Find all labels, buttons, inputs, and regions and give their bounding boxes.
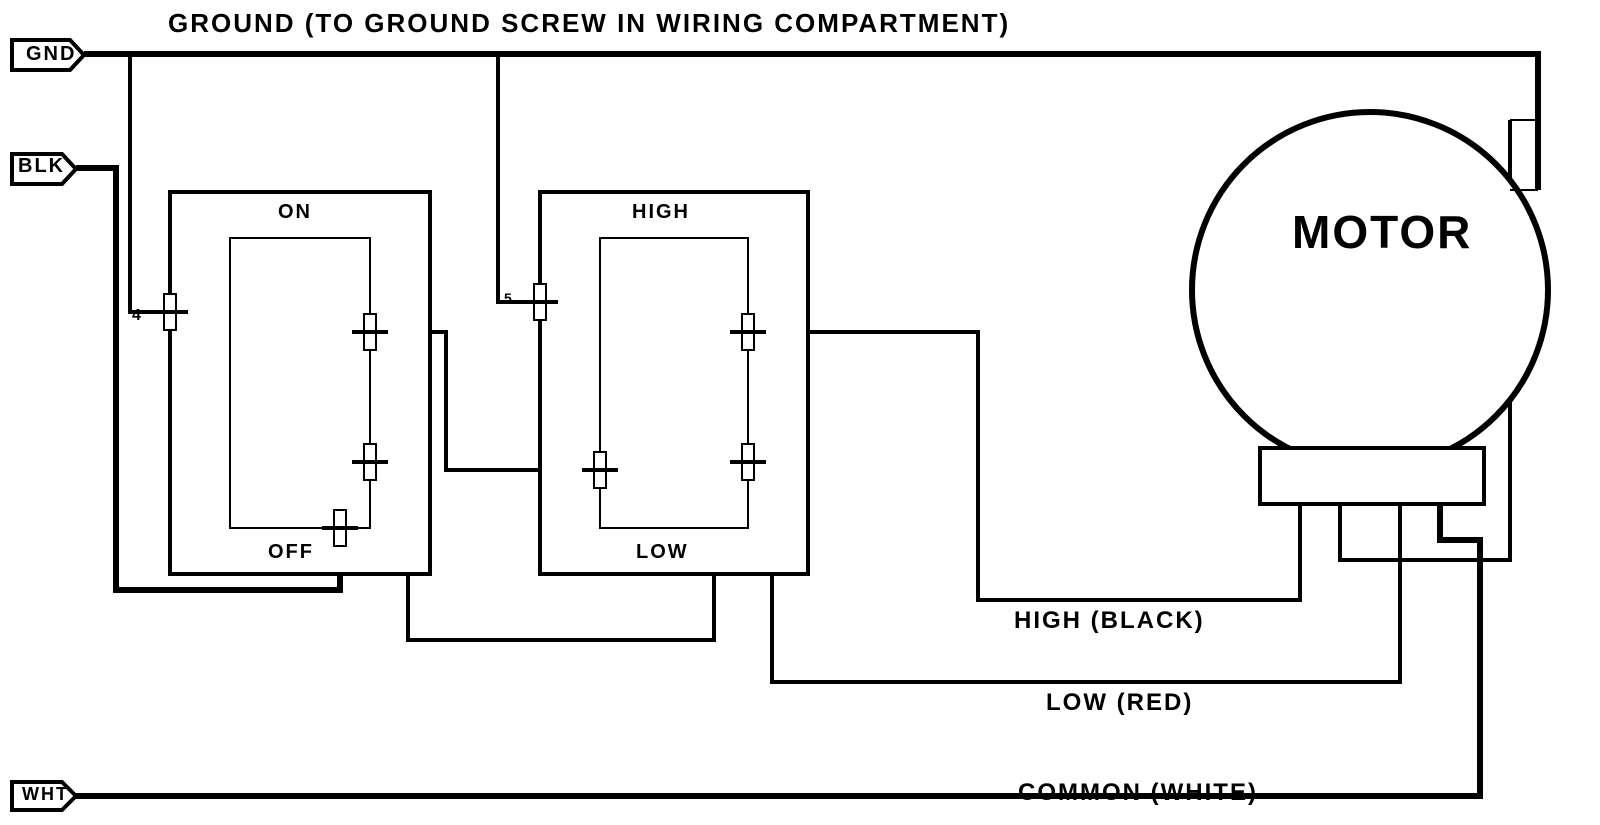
label-gnd: GND <box>26 43 76 65</box>
label-term-5: 5 <box>504 290 514 306</box>
wiring-diagram: GROUND (TO GROUND SCREW IN WIRING COMPAR… <box>0 0 1600 825</box>
label-sw1-on: ON <box>278 201 312 223</box>
label-motor: MOTOR <box>1292 206 1472 258</box>
label-sw1-off: OFF <box>268 541 314 563</box>
switch-sw1-rocker <box>230 238 370 528</box>
label-common-wire: COMMON (WHITE) <box>1018 779 1258 806</box>
switch-sw2-rocker <box>600 238 748 528</box>
label-wht: WHT <box>22 784 69 804</box>
motor-body <box>1192 112 1548 468</box>
motor-base <box>1260 448 1484 504</box>
label-term-4: 4 <box>132 307 143 324</box>
wire-ground_to_sw2 <box>498 54 540 302</box>
label-blk: BLK <box>18 155 65 177</box>
label-high-wire: HIGH (BLACK) <box>1014 607 1205 634</box>
label-low-wire: LOW (RED) <box>1046 689 1193 716</box>
label-sw2-high: HIGH <box>632 201 690 223</box>
wire-ground_to_sw1 <box>130 54 170 312</box>
label-title: GROUND (TO GROUND SCREW IN WIRING COMPAR… <box>168 8 1010 38</box>
label-sw2-low: LOW <box>636 541 689 563</box>
